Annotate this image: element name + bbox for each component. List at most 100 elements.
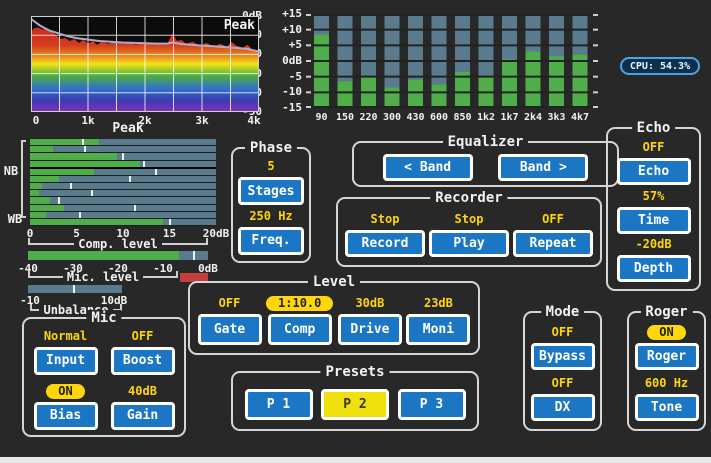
peak-meter-fill (30, 204, 65, 211)
nb-bracket (21, 140, 26, 218)
time-button[interactable]: Time (616, 206, 691, 234)
boost-button[interactable]: Boost (110, 346, 175, 375)
spectrum-plot: Peak (30, 16, 260, 112)
peak-meter-row (30, 146, 216, 154)
recorder-repeat-status: OFF (542, 211, 564, 226)
freq-button[interactable]: Freq. (238, 226, 304, 255)
panel-mode: Mode OFF Bypass OFF DX (523, 304, 602, 431)
panel-mic-title: Mic (86, 310, 122, 326)
panel-mic: Mic Normal Input OFF Boost ON Bias 40dB Gain (22, 310, 186, 437)
band-button[interactable]: Band > (498, 153, 589, 181)
play-button[interactable]: Play (429, 229, 509, 257)
p-1-button[interactable]: P 1 (244, 388, 313, 420)
peak-hold-tick (79, 211, 82, 218)
panel-echo-title: Echo (631, 120, 676, 136)
gain-button[interactable]: Gain (110, 401, 175, 430)
tone-button[interactable]: Tone (634, 393, 699, 421)
eq-bar[interactable] (455, 72, 470, 108)
eq-bar[interactable] (502, 59, 517, 108)
peak-hold-tick (83, 146, 86, 153)
peak-meter-fill (30, 153, 118, 160)
mic-control-gain: 40dB Gain (110, 383, 175, 430)
recorder-control-repeat: OFF Repeat (513, 212, 593, 257)
comp-scale-label: -10 (153, 262, 173, 275)
moni-button[interactable]: Moni (406, 313, 471, 345)
spectrum-x-tick-label: 0 (32, 114, 40, 127)
level-moni-status: 23dB (423, 295, 453, 310)
p-2-button[interactable]: P 2 (321, 388, 389, 420)
peak-meter-title: Peak (112, 121, 144, 136)
peak-scale-label: 0 (26, 227, 34, 240)
recorder-control-record: Stop Record (345, 212, 425, 257)
echo-control-echo: OFF Echo (616, 139, 691, 185)
eq-bar[interactable] (431, 84, 447, 109)
eq-bar[interactable] (337, 81, 353, 108)
comp-scale-label: 0dB (198, 262, 218, 275)
peak-meter-row (30, 204, 216, 212)
peak-hold-tick (128, 175, 131, 183)
echo-button[interactable]: Echo (616, 157, 691, 185)
peak-meter-fill (30, 175, 59, 183)
eq-y-tick-label: 0dB (282, 54, 302, 67)
peak-meter-row (30, 175, 216, 184)
mode-control-dx: OFF DX (530, 376, 595, 421)
eq-plot[interactable] (306, 14, 598, 108)
recorder-record-status: Stop (370, 211, 400, 226)
dx-button[interactable]: DX (530, 393, 595, 421)
eq-bar[interactable] (525, 51, 541, 108)
eq-bar[interactable] (384, 87, 400, 108)
gate-button[interactable]: Gate (197, 313, 262, 345)
record-button[interactable]: Record (345, 229, 425, 257)
wb-group-label: WB (7, 212, 23, 226)
mic-gain-status: 40dB (128, 383, 157, 398)
band-button[interactable]: < Band (382, 153, 473, 181)
peak-meter-fill (30, 146, 54, 153)
peak-hold-tick (142, 160, 145, 167)
panel-equalizer: Equalizer < Band Band > (352, 134, 619, 187)
eq-x-tick-label: 1k2 (476, 112, 496, 123)
bypass-button[interactable]: Bypass (530, 343, 595, 371)
presets-control-p-3: P 3 (397, 388, 466, 420)
peak-meter-fill (30, 211, 46, 218)
eq-x-tick-label: 150 (335, 112, 355, 123)
mic-boost-status: OFF (131, 328, 154, 343)
phase-freq-status: 250 Hz (249, 208, 293, 223)
eq-svg (306, 14, 598, 108)
comp-scale-label: -30 (63, 262, 83, 275)
peak-hold-tick (122, 153, 125, 160)
eq-bar[interactable] (314, 34, 329, 108)
nb-group-label: NB (3, 164, 19, 178)
eq-y-tick-label: -10 (282, 85, 302, 99)
comp-button[interactable]: Comp (267, 313, 332, 345)
comp-scale-label: -20 (108, 262, 128, 275)
input-button[interactable]: Input (33, 346, 98, 375)
eq-bar[interactable] (408, 79, 423, 108)
eq-bars-chart: +15 +10 +5 0dB -5 -10 -15 90 150 220 300 430 600 850… (278, 6, 610, 130)
peak-hold-tick (134, 204, 137, 211)
drive-button[interactable]: Drive (337, 313, 402, 345)
peak-meter-fill (30, 139, 99, 146)
repeat-button[interactable]: Repeat (513, 229, 593, 257)
eq-bar[interactable] (549, 56, 564, 108)
peak-meter-fill (30, 168, 95, 175)
peak-scale-label: 15 (162, 227, 177, 240)
panel-level-title: Level (307, 274, 361, 290)
depth-button[interactable]: Depth (616, 255, 691, 283)
peak-meter (30, 139, 216, 227)
roger-button[interactable]: Roger (634, 343, 699, 371)
level-control-gate: OFF Gate (197, 296, 262, 345)
panel-roger: Roger ON Roger 600 Hz Tone (627, 304, 706, 431)
bias-button[interactable]: Bias (33, 401, 98, 430)
stages-button[interactable]: Stages (238, 177, 304, 206)
echo-echo-status: OFF (642, 139, 665, 154)
roger-roger-status: ON (647, 325, 686, 341)
panel-recorder-title: Recorder (430, 190, 508, 206)
panel-presets-title: Presets (320, 364, 390, 380)
level-control-comp: 1:10.0 Comp (266, 295, 334, 345)
eq-y-tick-label: -5 (288, 69, 302, 83)
panel-phase-title: Phase (244, 140, 298, 156)
peak-meter-row (30, 168, 216, 176)
eq-bar[interactable] (572, 54, 588, 108)
spectrum-x-tick-label: 2k (138, 114, 152, 127)
p-3-button[interactable]: P 3 (397, 388, 466, 420)
